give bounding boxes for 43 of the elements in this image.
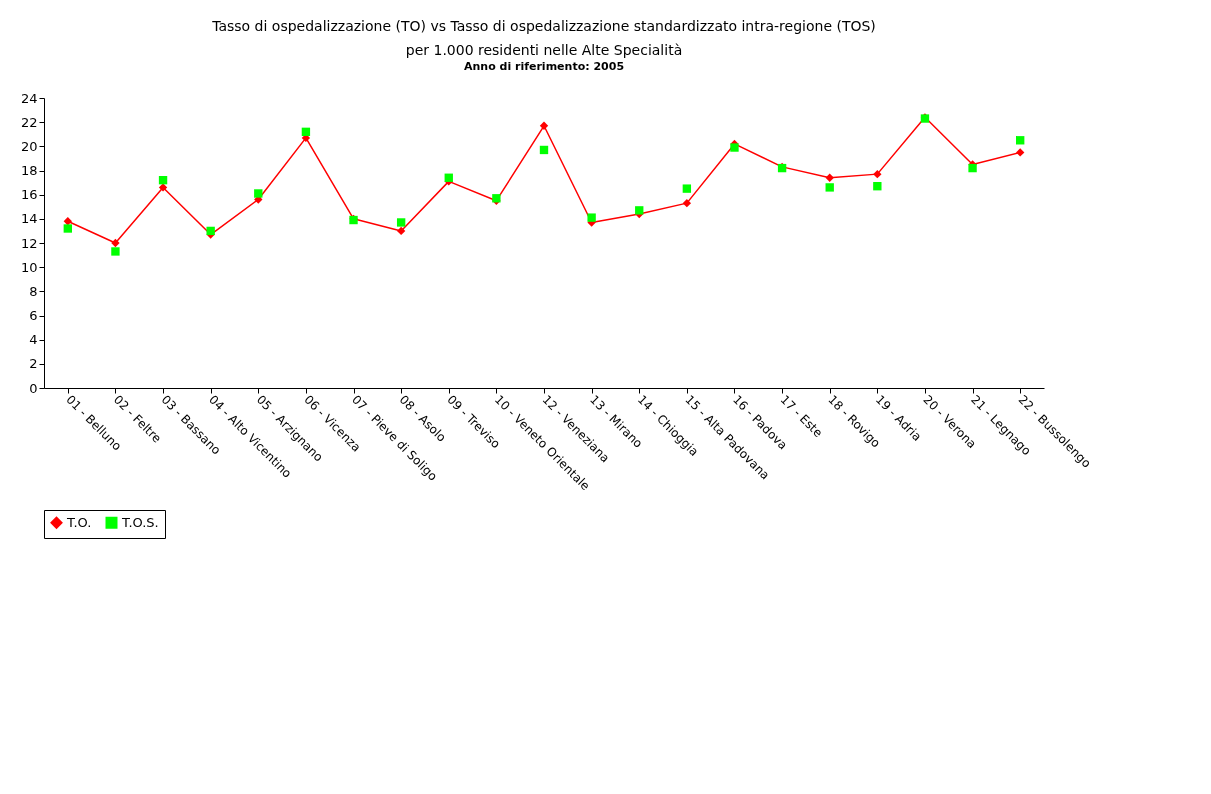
legend-label: T.O.S.: [121, 514, 159, 530]
point: [539, 145, 549, 155]
point: [63, 217, 72, 226]
point: [444, 173, 453, 182]
point: [587, 213, 596, 222]
point: [396, 226, 406, 236]
point: [873, 182, 882, 191]
y-tick-label: 8: [29, 283, 38, 299]
y-tick-label: 20: [20, 138, 38, 154]
point: [111, 247, 120, 256]
y-tick-label: 14: [20, 211, 38, 227]
y-tick-label: 2: [29, 356, 38, 372]
point: [730, 143, 739, 152]
point: [63, 224, 72, 233]
point: [396, 218, 406, 227]
point: [206, 226, 215, 236]
y-tick-label: 16: [20, 187, 38, 203]
y-tick-label: 6: [29, 308, 38, 323]
y-tick-label: 4: [29, 332, 38, 348]
point: [1016, 136, 1025, 145]
point: [873, 169, 882, 179]
point: [682, 184, 692, 193]
y-tick-label: 12: [20, 235, 38, 251]
y-tick-label: 22: [20, 114, 38, 130]
point: [111, 238, 120, 248]
point: [825, 183, 834, 192]
point: [539, 121, 549, 130]
point: [682, 198, 692, 208]
y-tick-label: 10: [20, 259, 38, 275]
point: [635, 206, 644, 215]
point: [825, 173, 834, 182]
chart-title: Tasso di ospedalizzazione (TO) vs Tasso di ospedalizzazione standardizzato intra-regione (TOS) per 1.000 residenti nelle Alte Specialità: [211, 18, 876, 58]
point: [254, 189, 263, 198]
point: [158, 175, 168, 185]
chart-subtitle: Anno di riferimento: 2005: [463, 60, 625, 73]
point: [968, 163, 977, 173]
y-tick-label: 24: [20, 90, 38, 106]
y-tick-label: 18: [20, 163, 38, 178]
y-tick-label: 0: [29, 380, 38, 396]
point: [158, 183, 168, 192]
point: [1016, 148, 1025, 157]
legend-label: T.O.: [66, 514, 92, 530]
point: [301, 127, 311, 137]
